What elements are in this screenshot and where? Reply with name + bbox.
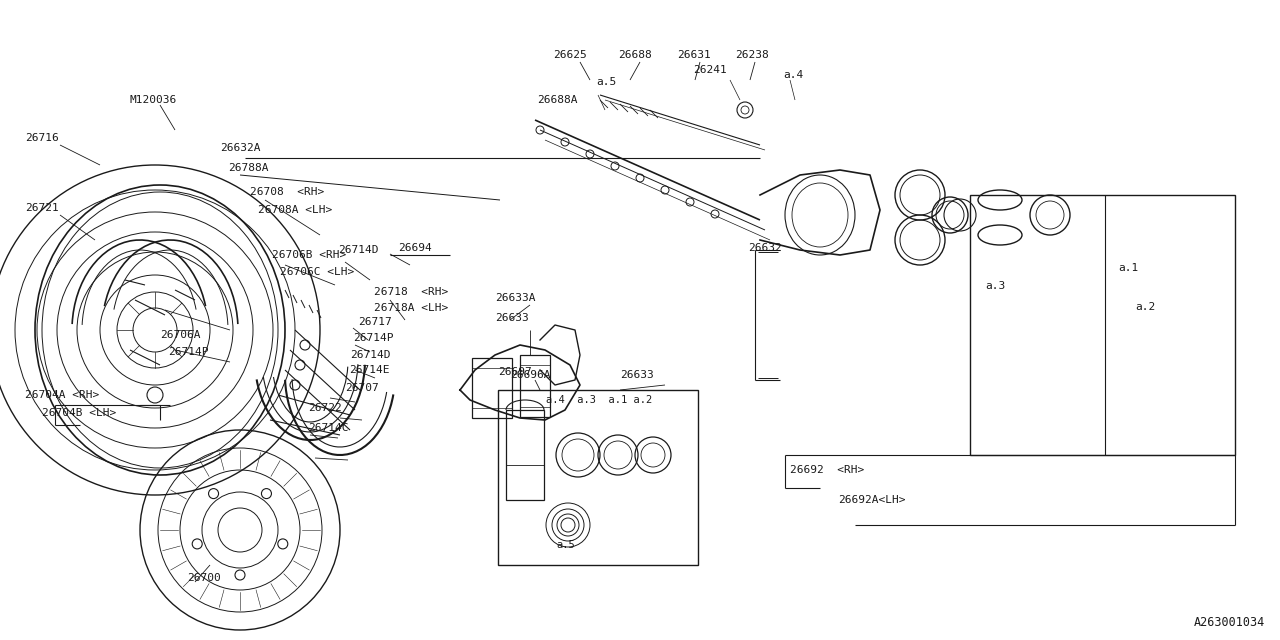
Text: 26706A: 26706A xyxy=(160,330,201,340)
Text: 26708A <LH>: 26708A <LH> xyxy=(259,205,333,215)
Text: a.4  a.3  a.1 a.2: a.4 a.3 a.1 a.2 xyxy=(547,395,653,405)
Text: 26697: 26697 xyxy=(498,367,531,377)
Text: 26707: 26707 xyxy=(346,383,379,393)
Text: 26241: 26241 xyxy=(692,65,727,75)
Text: 26688: 26688 xyxy=(618,50,652,60)
Text: 26694: 26694 xyxy=(398,243,431,253)
Text: 26722: 26722 xyxy=(308,403,342,413)
Bar xyxy=(520,355,550,417)
Bar xyxy=(970,195,1235,455)
Bar xyxy=(498,390,698,565)
Text: 26631: 26631 xyxy=(677,50,710,60)
Text: 26632A: 26632A xyxy=(220,143,261,153)
Text: 26625: 26625 xyxy=(553,50,586,60)
Text: a.4: a.4 xyxy=(783,70,804,80)
Bar xyxy=(472,358,512,418)
Text: 26700: 26700 xyxy=(187,573,220,583)
Text: a.2: a.2 xyxy=(1135,302,1156,312)
Text: a.3: a.3 xyxy=(986,281,1005,291)
Text: A263001034: A263001034 xyxy=(1194,616,1265,628)
Text: 26788A: 26788A xyxy=(228,163,269,173)
Text: 26706B <RH>: 26706B <RH> xyxy=(273,250,347,260)
Bar xyxy=(506,410,544,500)
Text: 26238: 26238 xyxy=(735,50,769,60)
Text: 26718  <RH>: 26718 <RH> xyxy=(374,287,448,297)
Text: 26706C <LH>: 26706C <LH> xyxy=(280,267,355,277)
Text: 26632: 26632 xyxy=(748,243,782,253)
Text: 26714D: 26714D xyxy=(349,350,390,360)
Text: 26714D: 26714D xyxy=(338,245,379,255)
Text: 26714P: 26714P xyxy=(353,333,393,343)
Text: 26704A <RH>: 26704A <RH> xyxy=(26,390,100,400)
Text: 26633A: 26633A xyxy=(495,293,535,303)
Text: 26688A: 26688A xyxy=(538,95,577,105)
Text: M120036: M120036 xyxy=(131,95,177,105)
Text: 26717: 26717 xyxy=(358,317,392,327)
Text: 26692  <RH>: 26692 <RH> xyxy=(790,465,864,475)
Text: 26633: 26633 xyxy=(495,313,529,323)
Text: 26714E: 26714E xyxy=(349,365,389,375)
Text: a.5: a.5 xyxy=(596,77,616,87)
Bar xyxy=(472,368,512,408)
Text: 26633: 26633 xyxy=(620,370,654,380)
Text: 26704B <LH>: 26704B <LH> xyxy=(42,408,116,418)
Bar xyxy=(520,365,550,407)
Text: 26721: 26721 xyxy=(26,203,59,213)
Text: 26714C: 26714C xyxy=(308,423,348,433)
Text: a.5: a.5 xyxy=(556,540,575,550)
Text: 26692A<LH>: 26692A<LH> xyxy=(838,495,905,505)
Text: a.1: a.1 xyxy=(1117,263,1138,273)
Text: 26718A <LH>: 26718A <LH> xyxy=(374,303,448,313)
Text: 26696A: 26696A xyxy=(509,370,550,380)
Text: 26708  <RH>: 26708 <RH> xyxy=(250,187,324,197)
Text: 26716: 26716 xyxy=(26,133,59,143)
Text: 26714P: 26714P xyxy=(168,347,209,357)
